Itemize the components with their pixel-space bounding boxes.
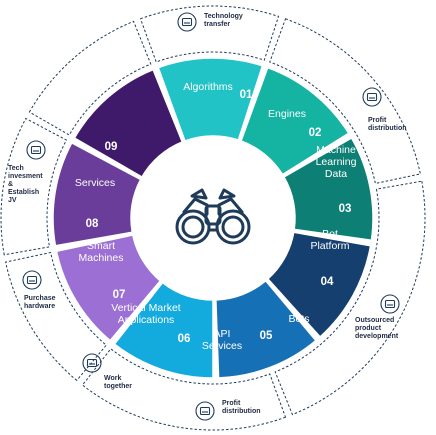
segment-number: 07 — [113, 289, 126, 301]
segment-number: 09 — [105, 141, 118, 153]
segment-number: 05 — [260, 330, 273, 342]
segment-label: Engines — [268, 108, 306, 120]
outer-label: transfer — [204, 21, 230, 28]
outer-sector — [5, 251, 108, 382]
outer-label: Tech — [8, 165, 24, 172]
segment-number: 04 — [321, 276, 334, 288]
outer-label: Establish — [8, 189, 39, 196]
segment-label: Vertical Market — [111, 302, 181, 314]
outer-label: Work — [104, 375, 121, 382]
outer-sector — [274, 180, 426, 416]
segment-label: Machine — [316, 144, 356, 156]
outer-label: hardware — [24, 303, 55, 310]
outer-sector — [28, 20, 152, 136]
segment-label: Applications — [118, 314, 175, 326]
gear-screen-icon — [380, 294, 400, 314]
cart-icon — [22, 270, 42, 290]
outer-label: distribution — [368, 125, 407, 132]
outer-label: distribution — [222, 408, 261, 415]
segment-number: 06 — [178, 333, 191, 345]
segment-label: Platform — [310, 240, 349, 252]
segment-number: 01 — [240, 89, 253, 101]
outer-label: invesment — [8, 173, 43, 180]
binoculars-icon — [175, 188, 251, 245]
outer-sector — [139, 5, 280, 63]
handshake-icon — [26, 140, 46, 160]
outer-label: Profit — [368, 117, 387, 124]
outer-label: JV — [8, 197, 17, 204]
outer-label: Technology — [204, 13, 243, 20]
segment-number: 03 — [339, 203, 352, 215]
segment-label: Learning — [316, 156, 357, 168]
center-hub — [131, 136, 295, 300]
gear-head-icon — [177, 12, 197, 32]
segment-label: Services — [202, 340, 242, 352]
outer-sector — [81, 348, 287, 431]
money-hand-icon — [195, 401, 215, 421]
money-hand-icon — [362, 87, 382, 107]
outer-label: Purchase — [24, 295, 56, 302]
segment-number: 08 — [86, 218, 99, 230]
segment-number: 02 — [309, 127, 322, 139]
segment-label: Data — [325, 168, 347, 180]
outer-label: development — [355, 333, 399, 340]
computers-icon — [82, 353, 102, 373]
segment-label: Services — [75, 177, 115, 189]
outer-sector — [0, 117, 68, 256]
segment-label: Machines — [79, 252, 124, 264]
outer-label: together — [104, 383, 132, 390]
outer-label: Outsourced — [355, 317, 394, 324]
center-circle — [131, 136, 295, 300]
segment-label: Smart — [87, 240, 115, 252]
outer-ring: TechnologytransferProfitdistributionOuts… — [0, 5, 426, 431]
segments: Algorithms01Engines02MachineLearningData… — [52, 57, 374, 379]
segment-label: Algorithms — [183, 81, 233, 93]
outer-label: & — [8, 181, 13, 188]
segment-label: Bots — [288, 313, 309, 325]
segment-label: API — [214, 328, 231, 340]
outer-label: product — [355, 325, 382, 332]
outer-sector — [269, 18, 421, 185]
outer-label: Profit — [222, 400, 241, 407]
segment-label: Bot — [322, 228, 338, 240]
